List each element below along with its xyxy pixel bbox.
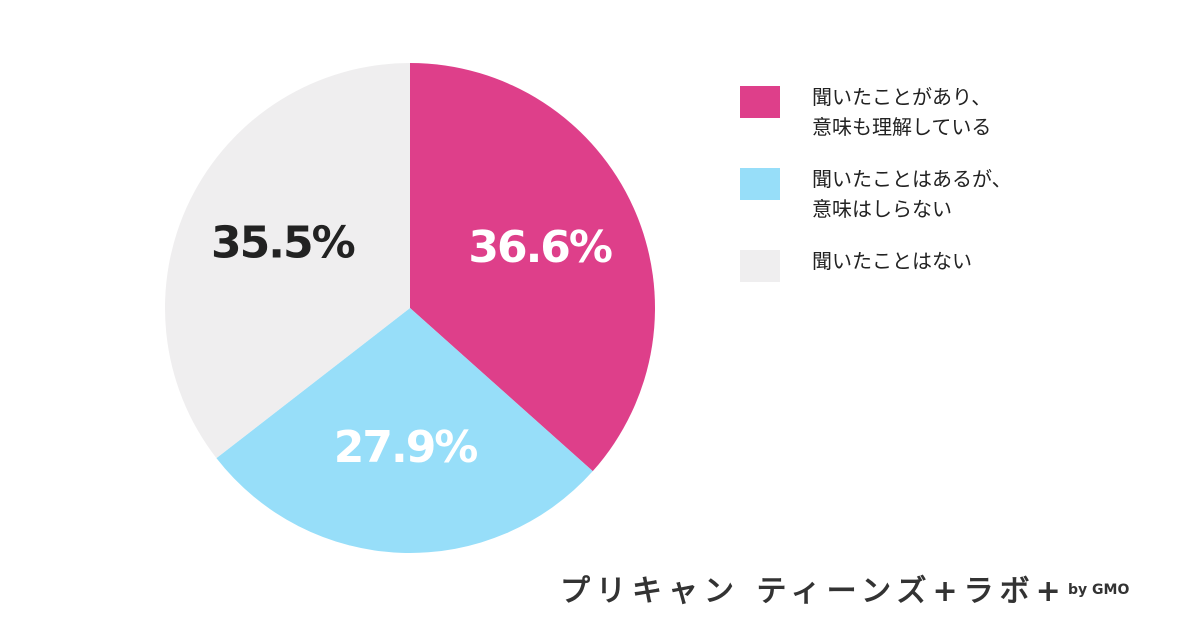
legend-label: 聞いたことがあり、 意味も理解している xyxy=(812,85,992,139)
value-label: 27.9% xyxy=(334,422,478,473)
value-label: 35.5% xyxy=(211,217,355,268)
logo-by: by GMO xyxy=(1068,582,1130,598)
legend-label: 聞いたことはない xyxy=(812,249,972,273)
legend-item: 聞いたことがあり、 意味も理解している xyxy=(740,82,1160,142)
logo: プリキャン ティーンズ+ラボ+ xyxy=(560,574,1067,609)
legend-label: 聞いたことはあるが、 意味はしらない xyxy=(812,167,1012,221)
value-label: 36.6% xyxy=(468,222,612,273)
legend-swatch xyxy=(740,250,780,282)
legend-swatch xyxy=(740,168,780,200)
legend-item: 聞いたことはない xyxy=(740,246,1160,282)
legend: 聞いたことがあり、 意味も理解している 聞いたことはあるが、 意味はしらない聞いた… xyxy=(740,82,1160,304)
pie-slice xyxy=(165,63,410,459)
pie-slice xyxy=(216,308,593,553)
legend-item: 聞いたことはあるが、 意味はしらない xyxy=(740,164,1160,224)
pie-slice xyxy=(410,63,655,472)
legend-swatch xyxy=(740,86,780,118)
